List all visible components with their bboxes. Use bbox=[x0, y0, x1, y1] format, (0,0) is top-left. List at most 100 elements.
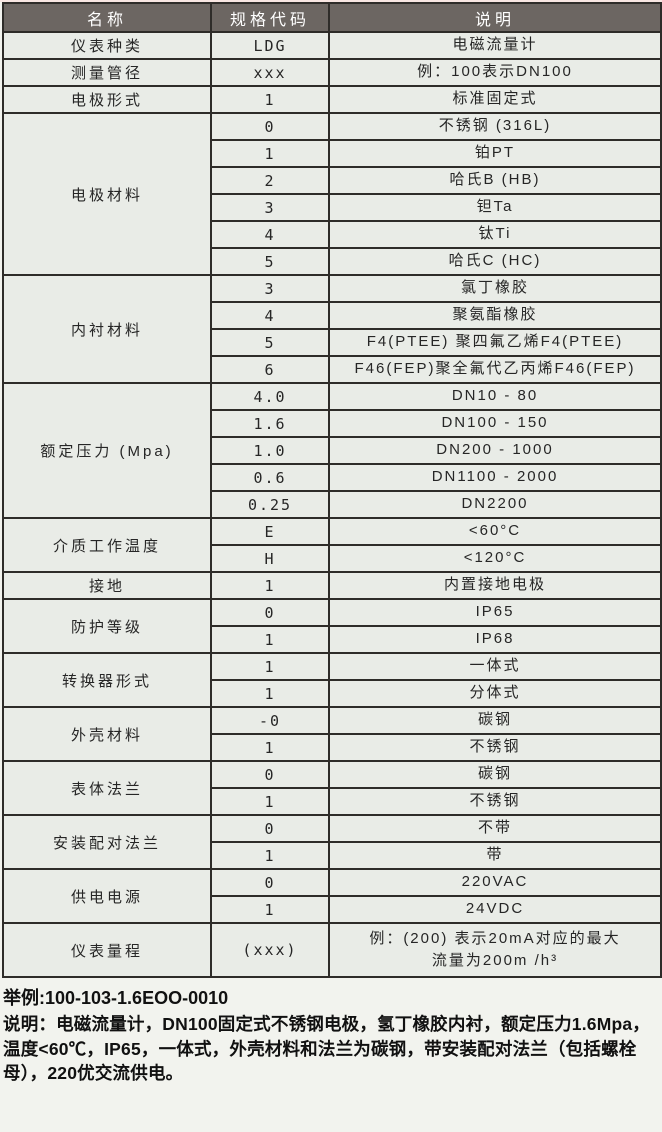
spec-code-cell: 0 bbox=[210, 112, 330, 141]
spec-code-cell: 4.0 bbox=[210, 382, 330, 411]
spec-description-cell: 带 bbox=[328, 841, 662, 870]
group-name-cell: 供电电源 bbox=[2, 868, 212, 924]
spec-code-cell: 1 bbox=[210, 571, 330, 600]
spec-code-cell: 0 bbox=[210, 598, 330, 627]
table-row: 仪表量程 (xxx) 例：(200) 表示20mA对应的最大 流量为200m /h³ bbox=[2, 922, 662, 978]
spec-description-cell: 氯丁橡胶 bbox=[328, 274, 662, 303]
spec-code-cell: 3 bbox=[210, 193, 330, 222]
spec-code-cell: 2 bbox=[210, 166, 330, 195]
spec-code-cell: 0 bbox=[210, 868, 330, 897]
footer: 举例:100-103-1.6EOO-0010 说明：电磁流量计，DN100固定式… bbox=[0, 978, 662, 1086]
spec-description-cell: <120°C bbox=[328, 544, 662, 573]
spec-code-cell: 1 bbox=[210, 139, 330, 168]
spec-code-cell: 4 bbox=[210, 301, 330, 330]
spec-code-cell: 1 bbox=[210, 787, 330, 816]
table-row: 测量管径 xxx 例：100表示DN100 bbox=[2, 58, 662, 87]
table-row: 安装配对法兰 0 不带 bbox=[2, 814, 662, 870]
spec-code-cell: 1 bbox=[210, 841, 330, 870]
header-row: 名称 规格代码 说明 bbox=[2, 2, 662, 33]
spec-description-cell: DN200 - 1000 bbox=[328, 436, 662, 465]
table-row: 内衬材料 3 氯丁橡胶 bbox=[2, 274, 662, 384]
spec-description-cell: 例：100表示DN100 bbox=[328, 58, 662, 87]
table-row: 表体法兰 0 碳钢 bbox=[2, 760, 662, 816]
spec-code-cell: 5 bbox=[210, 328, 330, 357]
spec-description-cell: 不锈钢 bbox=[328, 733, 662, 762]
spec-description-cell: 220VAC bbox=[328, 868, 662, 897]
spec-code-cell: 3 bbox=[210, 274, 330, 303]
spec-code-cell: (xxx) bbox=[210, 922, 330, 978]
table-row: 电极材料 0 不锈钢 (316L) bbox=[2, 112, 662, 276]
group-name-cell: 内衬材料 bbox=[2, 274, 212, 384]
spec-code-cell: 1 bbox=[210, 85, 330, 114]
spec-code-cell: -0 bbox=[210, 706, 330, 735]
table-row: 1.6 DN100 - 150 bbox=[3, 409, 662, 438]
spec-description-cell: 电磁流量计 bbox=[328, 31, 662, 60]
spec-code-cell: E bbox=[210, 517, 330, 546]
spec-table: 名称 规格代码 说明 仪表种类 LDG 电磁流量计 测量管径 xxx 例：100表示DN1… bbox=[2, 2, 662, 978]
table-row: 4 聚氨酯橡胶 bbox=[3, 301, 662, 330]
spec-description-cell: 内置接地电极 bbox=[328, 571, 662, 600]
table-row: 1 IP68 bbox=[3, 625, 662, 654]
spec-description-cell: 钽Ta bbox=[328, 193, 662, 222]
example-code-line: 举例:100-103-1.6EOO-0010 bbox=[3, 988, 229, 1008]
spec-description-cell: F46(FEP)聚全氟代乙丙烯F46(FEP) bbox=[328, 355, 662, 384]
spec-table-body: 仪表种类 LDG 电磁流量计 测量管径 xxx 例：100表示DN100 电极形式 1 标准固定… bbox=[2, 31, 662, 978]
spec-code-cell: H bbox=[210, 544, 330, 573]
spec-description-cell: 钛Ti bbox=[328, 220, 662, 249]
spec-description-cell: DN100 - 150 bbox=[328, 409, 662, 438]
group-name-cell: 测量管径 bbox=[2, 58, 212, 87]
spec-description-cell: DN1100 - 2000 bbox=[328, 463, 662, 492]
group-name-cell: 电极形式 bbox=[2, 85, 212, 114]
table-row: 0.25 DN2200 bbox=[3, 490, 662, 519]
table-row: 5 哈氏C (HC) bbox=[3, 247, 662, 276]
table-row: 2 哈氏B (HB) bbox=[3, 166, 662, 195]
table-row: 0.6 DN1100 - 2000 bbox=[3, 463, 662, 492]
table-row: 1 不锈钢 bbox=[3, 787, 662, 816]
spec-code-cell: 1 bbox=[210, 652, 330, 681]
spec-description-cell: IP65 bbox=[328, 598, 662, 627]
table-row: 接地 1 内置接地电极 bbox=[2, 571, 662, 600]
spec-description-cell: 标准固定式 bbox=[328, 85, 662, 114]
spec-description-cell: F4(PTEE) 聚四氟乙烯F4(PTEE) bbox=[328, 328, 662, 357]
group-name-cell: 接地 bbox=[2, 571, 212, 600]
table-row: 转换器形式 1 一体式 bbox=[2, 652, 662, 708]
spec-description-cell: 聚氨酯橡胶 bbox=[328, 301, 662, 330]
table-row: 防护等级 0 IP65 bbox=[2, 598, 662, 654]
spec-code-cell: 1 bbox=[210, 895, 330, 924]
spec-description-cell: 不带 bbox=[328, 814, 662, 843]
table-row: 6 F46(FEP)聚全氟代乙丙烯F46(FEP) bbox=[3, 355, 662, 384]
spec-code-cell: 1.0 bbox=[210, 436, 330, 465]
table-row: 外壳材料 -0 碳钢 bbox=[2, 706, 662, 762]
table-row: 1.0 DN200 - 1000 bbox=[3, 436, 662, 465]
column-header-name: 名称 bbox=[2, 2, 212, 33]
table-row: 电极形式 1 标准固定式 bbox=[2, 85, 662, 114]
spec-code-cell: LDG bbox=[210, 31, 330, 60]
top-strip bbox=[0, 0, 662, 2]
table-row: 1 分体式 bbox=[3, 679, 662, 708]
spec-description-cell: <60°C bbox=[328, 517, 662, 546]
group-name-cell: 表体法兰 bbox=[2, 760, 212, 816]
example-description-line: 说明：电磁流量计，DN100固定式不锈钢电极，氢丁橡胶内衬，额定压力1.6Mpa… bbox=[3, 1014, 650, 1083]
spec-table-header: 名称 规格代码 说明 bbox=[2, 2, 662, 33]
spec-code-cell: 0.25 bbox=[210, 490, 330, 519]
spec-description-cell: IP68 bbox=[328, 625, 662, 654]
spec-code-cell: 0 bbox=[210, 760, 330, 789]
spec-description-cell: 分体式 bbox=[328, 679, 662, 708]
table-row: 3 钽Ta bbox=[3, 193, 662, 222]
spec-description-cell: DN10 - 80 bbox=[328, 382, 662, 411]
spec-code-cell: 1.6 bbox=[210, 409, 330, 438]
spec-description-cell: 24VDC bbox=[328, 895, 662, 924]
spec-description-cell: 碳钢 bbox=[328, 706, 662, 735]
spec-code-cell: 0 bbox=[210, 814, 330, 843]
group-name-cell: 外壳材料 bbox=[2, 706, 212, 762]
spec-code-cell: 1 bbox=[210, 625, 330, 654]
column-header-description: 说明 bbox=[328, 2, 662, 33]
group-name-cell: 仪表量程 bbox=[2, 922, 212, 978]
group-name-cell: 转换器形式 bbox=[2, 652, 212, 708]
group-name-cell: 电极材料 bbox=[2, 112, 212, 276]
spec-code-cell: 0.6 bbox=[210, 463, 330, 492]
group-name-cell: 安装配对法兰 bbox=[2, 814, 212, 870]
group-name-cell: 额定压力 (Mpa) bbox=[2, 382, 212, 519]
spec-description-cell: DN2200 bbox=[328, 490, 662, 519]
